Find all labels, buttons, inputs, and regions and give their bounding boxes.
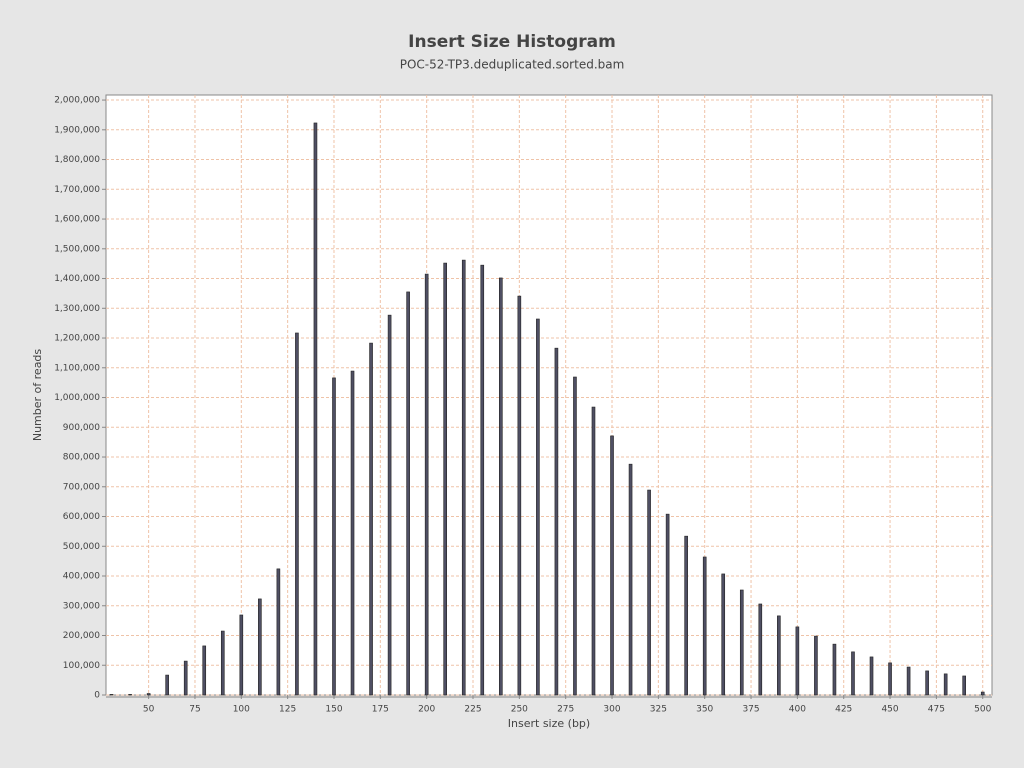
bar	[554, 347, 559, 696]
bar	[943, 673, 948, 696]
bar	[832, 643, 837, 696]
y-tick-label: 1,800,000	[54, 155, 100, 165]
bar	[517, 295, 522, 696]
y-tick-label: 1,500,000	[54, 244, 100, 254]
bar	[628, 463, 633, 696]
bar	[962, 675, 966, 696]
y-tick-label: 100,000	[63, 661, 100, 671]
bar	[239, 614, 244, 696]
x-tick-label: 325	[650, 705, 667, 715]
x-tick-label: 375	[742, 705, 759, 715]
y-tick-label: 900,000	[63, 423, 100, 433]
bar	[258, 598, 262, 696]
y-tick-label: 700,000	[63, 482, 100, 492]
y-tick-label: 1,900,000	[54, 125, 100, 135]
bar	[220, 630, 225, 696]
bar	[610, 435, 614, 696]
bar	[814, 635, 818, 696]
bar	[350, 370, 355, 696]
chart-title: Insert Size Histogram	[408, 32, 616, 52]
chart-subtitle: POC-52-TP3.deduplicated.sorted.bam	[400, 58, 625, 72]
bar	[424, 273, 429, 696]
y-tick-label: 1,600,000	[54, 215, 100, 225]
x-tick-label: 125	[279, 705, 296, 715]
y-tick-label: 1,000,000	[54, 393, 100, 403]
bar	[869, 656, 874, 696]
bar	[499, 277, 503, 696]
bar	[165, 674, 169, 696]
bar	[146, 693, 151, 696]
bar	[906, 666, 911, 696]
bar	[406, 291, 410, 696]
bar	[980, 691, 985, 696]
bar	[369, 342, 373, 696]
bar	[461, 259, 466, 696]
x-axis-label: Insert size (bp)	[508, 717, 590, 730]
x-tick-label: 250	[511, 705, 528, 715]
bar	[591, 406, 596, 696]
x-tick-label: 425	[835, 705, 852, 715]
x-tick-label: 350	[696, 705, 713, 715]
bar	[777, 615, 781, 696]
bar	[480, 264, 485, 696]
x-tick-label: 400	[789, 705, 806, 715]
y-tick-label: 400,000	[63, 572, 100, 582]
x-tick-label: 100	[233, 705, 250, 715]
y-tick-label: 600,000	[63, 512, 100, 522]
x-tick-label: 200	[418, 705, 435, 715]
bar	[276, 568, 281, 696]
bar	[925, 670, 929, 696]
x-tick-label: 225	[464, 705, 481, 715]
x-tick-label: 500	[974, 705, 991, 715]
bar	[702, 556, 707, 696]
bar	[313, 122, 318, 696]
bar	[684, 535, 688, 696]
x-tick-label: 150	[325, 705, 342, 715]
plot-area	[105, 94, 993, 696]
y-tick-label: 800,000	[63, 453, 100, 463]
bar	[573, 376, 577, 696]
y-tick-label: 1,100,000	[54, 363, 100, 373]
bar	[795, 626, 800, 696]
y-tick-label: 200,000	[63, 631, 100, 641]
y-tick-label: 1,700,000	[54, 185, 100, 195]
y-tick-label: 500,000	[63, 542, 100, 552]
x-tick-label: 450	[881, 705, 898, 715]
x-tick-label: 50	[143, 705, 155, 715]
y-tick-label: 1,400,000	[54, 274, 100, 284]
bar	[332, 377, 336, 696]
bar	[665, 513, 670, 696]
bar	[295, 332, 299, 696]
x-tick-label: 275	[557, 705, 574, 715]
bar	[443, 262, 448, 696]
bar	[128, 694, 132, 696]
bar	[721, 573, 726, 696]
bar	[739, 589, 744, 696]
bar	[109, 694, 114, 696]
bar	[647, 489, 651, 696]
y-tick-label: 1,300,000	[54, 304, 100, 314]
y-axis-label: Number of reads	[31, 349, 44, 442]
bar	[536, 318, 540, 696]
x-tick-label: 75	[189, 705, 200, 715]
y-tick-label: 0	[94, 691, 100, 701]
y-tick-label: 2,000,000	[54, 96, 100, 106]
bar	[888, 662, 892, 696]
x-tick-label: 475	[928, 705, 945, 715]
y-tick-label: 300,000	[63, 601, 100, 611]
bar	[183, 660, 188, 696]
bar	[851, 651, 855, 696]
x-tick-label: 300	[603, 705, 620, 715]
y-tick-label: 1,200,000	[54, 334, 100, 344]
bar	[202, 645, 207, 696]
bar	[758, 603, 763, 696]
bar	[387, 314, 392, 696]
x-tick-label: 175	[372, 705, 389, 715]
